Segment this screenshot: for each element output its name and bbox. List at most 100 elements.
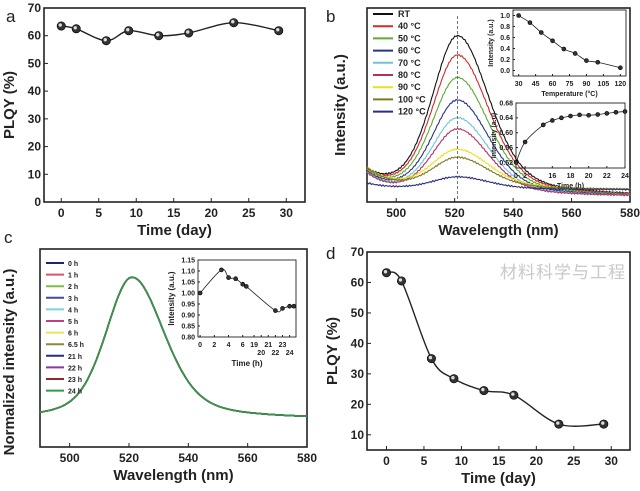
legend-label: 22 h — [68, 365, 82, 372]
x-tick-label: 500 — [60, 451, 80, 465]
legend-label: 90 °C — [398, 82, 421, 92]
panel-letter-b: b — [326, 7, 335, 26]
y-tick-label: 1.05 — [181, 279, 195, 286]
x-tick-label: 2 — [212, 342, 216, 349]
data-point — [586, 112, 591, 118]
data-point — [243, 284, 249, 289]
x-tick-label: 10 — [130, 206, 144, 220]
data-point — [527, 20, 533, 25]
data-point — [522, 139, 528, 145]
x-tick-label: 22 — [272, 350, 280, 357]
x-tick-label: 0 — [198, 342, 202, 349]
data-point — [291, 303, 297, 309]
data-point-highlight — [601, 421, 605, 425]
data-point — [513, 160, 519, 165]
data-point — [618, 65, 623, 71]
data-point-highlight — [556, 421, 560, 425]
legend-label: 2 h — [68, 284, 78, 291]
x-tick-label: 10 — [455, 454, 469, 468]
x-tick-label: 20 — [257, 350, 265, 357]
data-point — [561, 46, 567, 52]
data-point — [197, 290, 203, 296]
legend-label: 3 h — [68, 296, 78, 303]
y-tick-label: 0.80 — [181, 334, 195, 341]
y-tick-label: 50 — [351, 306, 365, 320]
y-tick-label: 0.90 — [181, 312, 195, 319]
x-tick-label: 16 — [548, 173, 556, 180]
panel-letter-d: d — [326, 244, 335, 263]
x-tick-label: 4 — [227, 342, 231, 349]
y-tick-label: 0.64 — [499, 115, 513, 122]
y-tick-label: 0.4 — [500, 46, 510, 53]
data-point — [287, 303, 292, 309]
y-tick-label: 50 — [28, 56, 42, 70]
y-tick-label: 0.52 — [499, 160, 513, 167]
y-tick-label: 0.0 — [500, 68, 510, 75]
legend-label: 5 h — [68, 319, 78, 326]
legend-label: 100 °C — [398, 94, 426, 104]
data-point — [538, 30, 544, 35]
data-point — [595, 59, 601, 65]
x-tick-label: 20 — [585, 173, 593, 180]
legend-label: 1 h — [68, 273, 78, 280]
y-tick-label: 40 — [351, 336, 365, 350]
spectrum-line — [366, 156, 631, 191]
plot-frame — [197, 259, 297, 338]
y-tick-label: 1.10 — [181, 268, 195, 275]
spectrum-line — [366, 53, 631, 195]
data-point — [240, 281, 246, 287]
data-point — [595, 112, 601, 117]
x-tick-label: 105 — [598, 81, 610, 88]
x-tick-label: 5 — [421, 454, 428, 468]
x-tick-label: 20 — [530, 454, 544, 468]
y-axis-label: Intensity (a.u.) — [167, 271, 176, 326]
data-point — [280, 306, 285, 311]
data-point-highlight — [156, 33, 160, 37]
y-tick-label: 60 — [28, 29, 42, 43]
x-tick-label: 2 — [523, 173, 527, 180]
data-point — [273, 308, 278, 313]
spectrum-line — [366, 175, 631, 191]
panel-letter-c: c — [4, 228, 13, 247]
x-tick-label: 120 — [615, 81, 627, 88]
x-tick-label: 25 — [567, 454, 581, 468]
data-point-highlight — [428, 355, 433, 360]
y-tick-label: 1.15 — [181, 257, 195, 264]
data-point — [584, 58, 589, 63]
y-tick-label: 0.60 — [499, 130, 513, 137]
legend-label: 80 °C — [398, 70, 421, 80]
x-tick-label: 30 — [605, 454, 619, 468]
x-tick-label: 75 — [566, 81, 574, 88]
chart-panel-b: 500 520 540 560 580 Wavelength (nm) Intensity … — [332, 7, 640, 239]
x-tick-label: 500 — [386, 206, 406, 220]
watermark: 材料科学与工程 — [500, 263, 626, 283]
legend-label: 70 °C — [398, 58, 421, 68]
y-axis-label: Normalized intensity (a.u.) — [1, 269, 18, 456]
y-tick-label: 0.56 — [499, 145, 513, 152]
x-tick-label: 0 — [514, 173, 518, 180]
legend-label: 6 h — [68, 331, 78, 338]
data-point — [219, 267, 224, 273]
x-tick-label: 60 — [549, 81, 557, 88]
y-tick-label: 70 — [351, 245, 365, 259]
data-point — [572, 51, 578, 56]
data-point — [550, 118, 555, 123]
data-point — [622, 109, 628, 114]
data-point — [550, 38, 555, 44]
chart-panel-d: 0 5 10 15 20 25 30 10 20 30 40 50 60 70 Time (day) PLQY… — [324, 245, 631, 487]
spectrum-line — [366, 147, 631, 191]
data-point — [226, 275, 231, 280]
y-tick-label: 0.68 — [499, 100, 513, 107]
plot-frame — [43, 7, 306, 203]
y-tick-label: 70 — [28, 1, 42, 15]
x-tick-label: 0 — [58, 206, 65, 220]
fit-curve — [386, 271, 604, 427]
fit-curve — [515, 111, 626, 163]
legend-label: 24 h — [68, 389, 82, 396]
x-tick-label: 22 — [603, 173, 611, 180]
y-tick-label: 0.85 — [181, 323, 195, 330]
x-tick-label: 5 — [95, 206, 102, 220]
plot-frame — [512, 9, 627, 77]
x-tick-label: 30 — [515, 81, 523, 88]
